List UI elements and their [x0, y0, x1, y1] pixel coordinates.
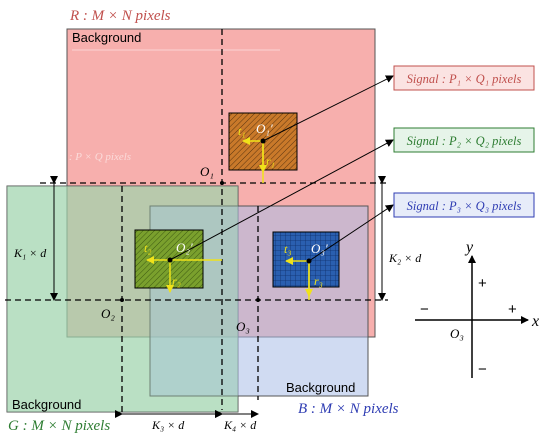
axes-origin-label: O₃	[450, 326, 464, 341]
origin-o3-dot	[256, 298, 260, 302]
x-axis-label: x	[531, 313, 539, 330]
signal-1-box	[393, 65, 535, 91]
origin-o2-dot	[120, 298, 124, 302]
r2-label: r₂	[172, 274, 181, 288]
signal-1-vectors	[242, 137, 267, 183]
t2-label: t₂	[144, 241, 152, 255]
green-background-label: Background	[12, 397, 81, 412]
o1-prime-label: O₁′	[256, 121, 273, 136]
r1-label: r₁	[266, 154, 275, 168]
signal-3-box	[393, 192, 535, 218]
k4-label: K₄ × d	[223, 418, 257, 432]
blue-background-label: Background	[286, 380, 355, 395]
o3-label: O₃	[236, 319, 250, 334]
plus-y-sign: +	[478, 275, 487, 292]
coordinate-axes	[415, 255, 529, 378]
y-axis-label: y	[464, 239, 474, 256]
k2-label: K₂ × d	[388, 251, 422, 265]
k1-label: K₁ × d	[13, 246, 47, 260]
k3-label: K₃ × d	[151, 418, 185, 432]
origin-o1-dot	[220, 181, 224, 185]
ghost-signal-label: Signal : P × Q pixels	[38, 151, 131, 163]
o2-prime-label: O₂′	[176, 240, 193, 255]
minus-y-sign: −	[478, 361, 487, 378]
plus-x-sign: +	[508, 301, 517, 318]
t3-label: t₃	[284, 242, 292, 256]
red-frame-label: R : M × N pixels	[69, 8, 171, 24]
t1-label: t₁	[238, 124, 246, 138]
signal-3-label: Signal : P₃ × Q₃ pixels	[407, 199, 522, 213]
green-frame-label: G : M × N pixels	[8, 418, 110, 434]
o2-label: O₂	[101, 306, 115, 321]
blue-frame-label: B : M × N pixels	[298, 401, 399, 417]
dimension-arrows	[50, 176, 386, 418]
o1-label: O₁	[200, 164, 214, 179]
signal-2-box	[393, 127, 535, 153]
minus-x-sign: −	[420, 301, 429, 318]
signal-1-label: Signal : P₁ × Q₁ pixels	[407, 72, 522, 86]
r3-label: r₃	[314, 274, 323, 288]
red-background-label: Background	[72, 30, 141, 45]
signal-3	[272, 231, 340, 288]
o3-prime-label: O₃′	[311, 241, 328, 256]
signal-2-label: Signal : P₂ × Q₂ pixels	[407, 134, 522, 148]
